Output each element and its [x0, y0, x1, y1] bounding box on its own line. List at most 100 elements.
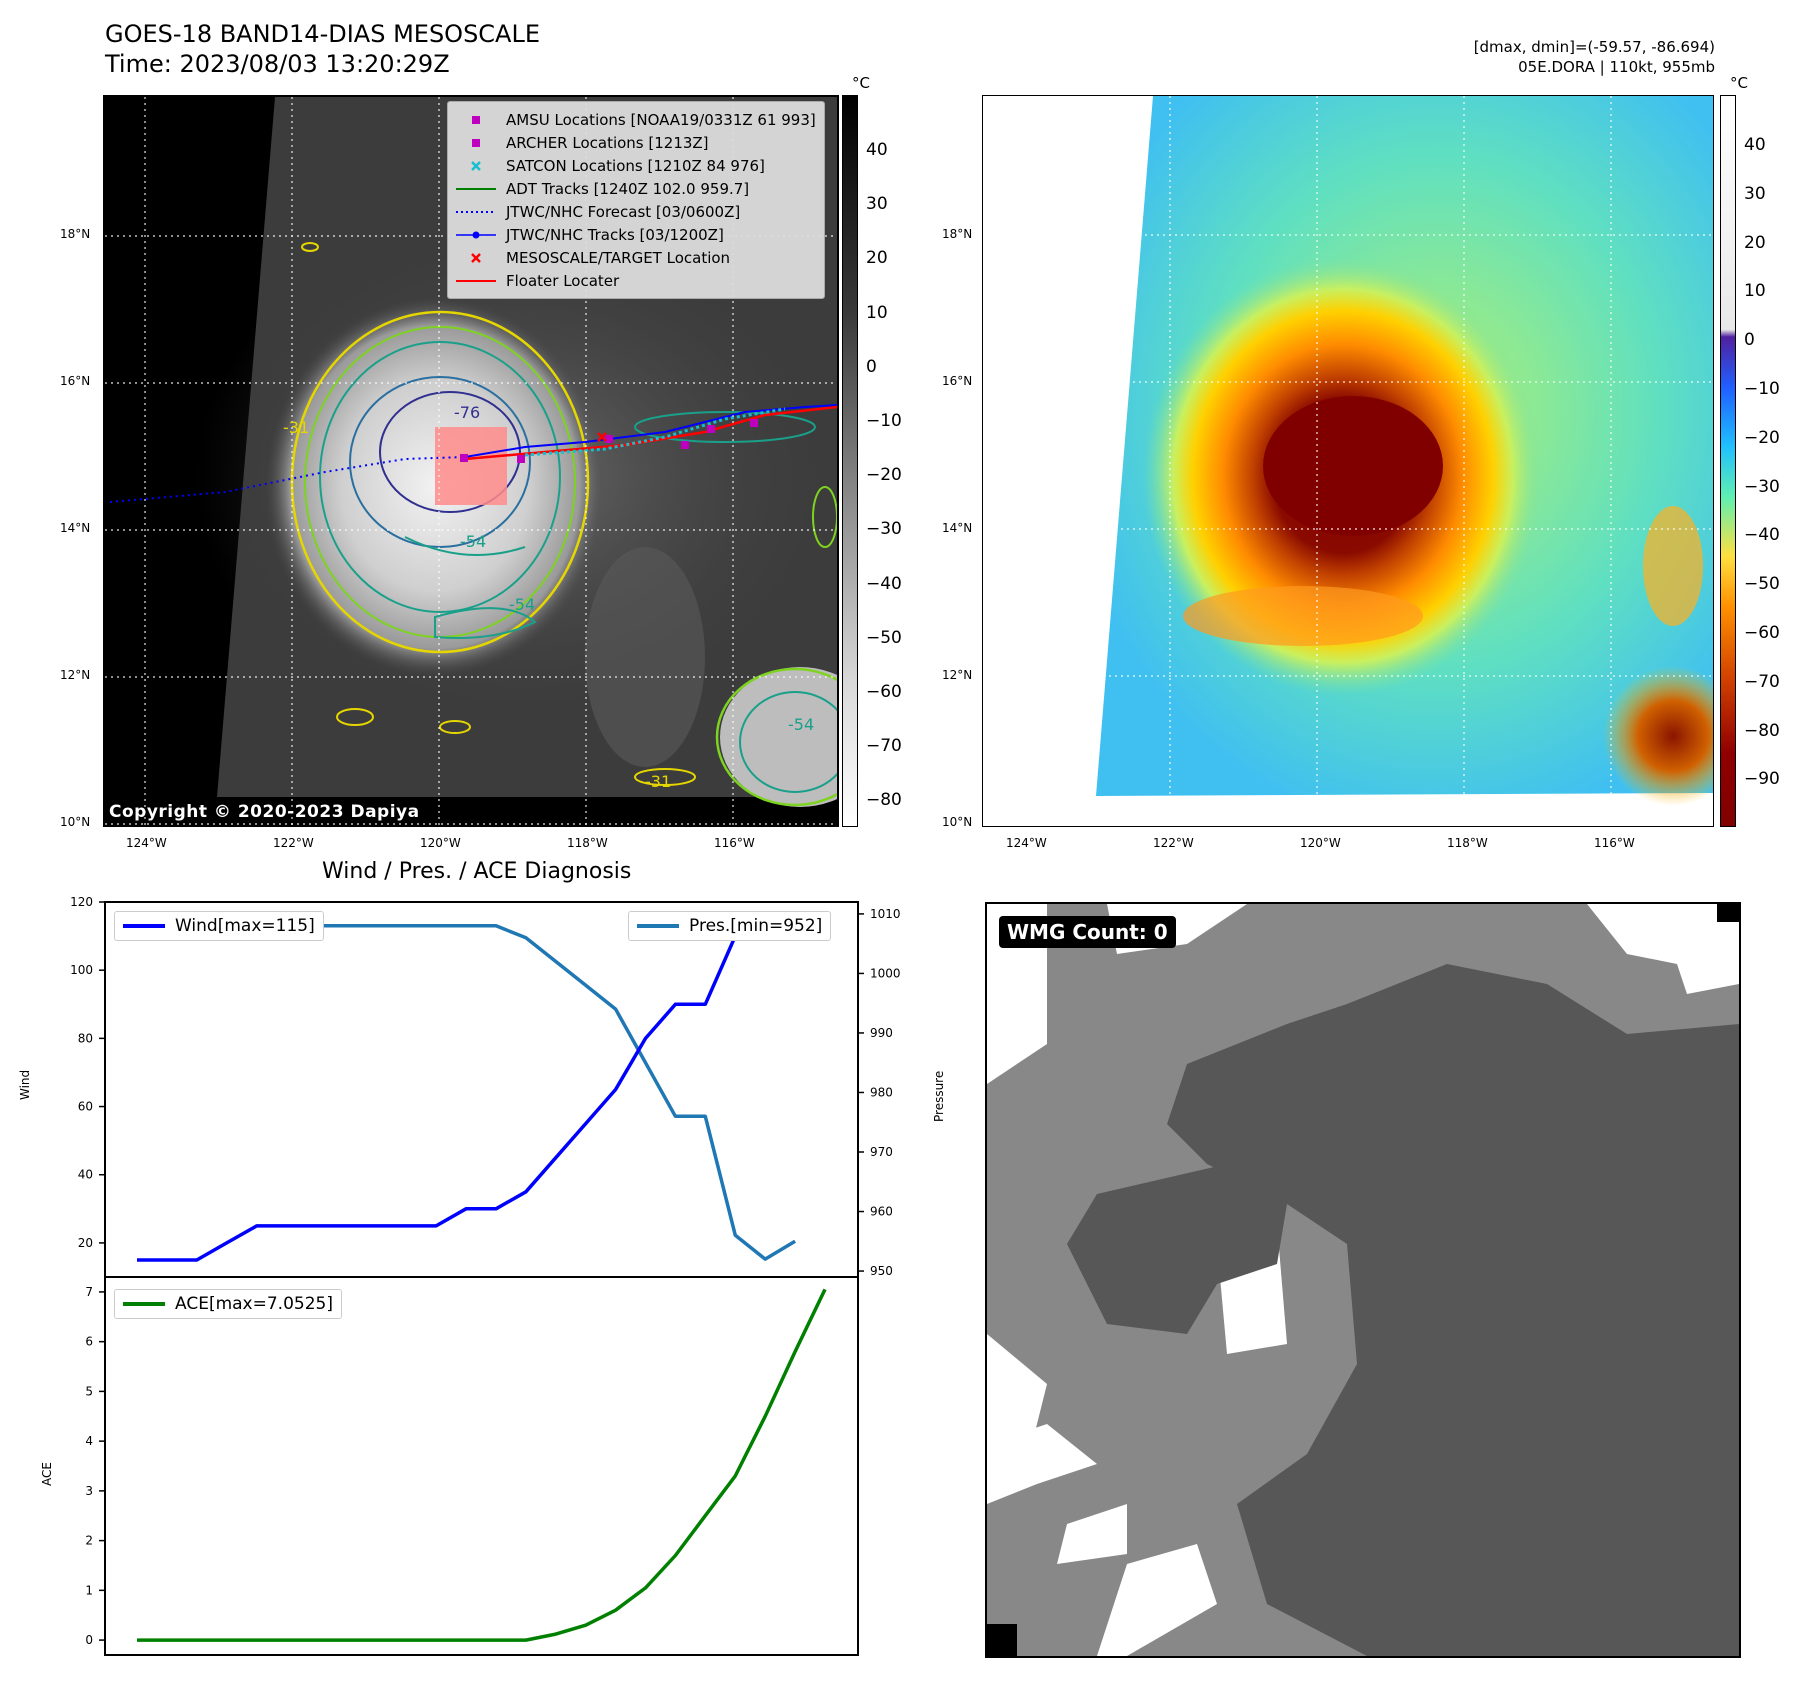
lat-tick: 14°N: [60, 521, 91, 535]
legend-symbol: [456, 251, 496, 265]
legend-item: ADT Tracks [1240Z 102.0 959.7]: [456, 177, 816, 200]
pressure-legend-swatch: [637, 924, 679, 928]
lat-tick: 18°N: [60, 227, 91, 241]
ace-tick-label: 6: [85, 1335, 93, 1349]
legend-item: ARCHER Locations [1213Z]: [456, 131, 816, 154]
color-ir-image: [983, 96, 1713, 826]
color-ir-map: [982, 95, 1714, 827]
colorbar-tick: 40: [866, 140, 888, 160]
colorbar-tick: −30: [866, 519, 902, 540]
legend-item: JTWC/NHC Forecast [03/0600Z]: [456, 200, 816, 223]
ace-tick-label: 4: [85, 1434, 93, 1448]
stats-line2: 05E.DORA | 110kt, 955mb: [1518, 58, 1715, 76]
pressure-tick-label: 1000: [870, 966, 900, 980]
colorbar-tick: −70: [1744, 671, 1780, 692]
legend-item: MESOSCALE/TARGET Location: [456, 246, 816, 269]
contour-label: -54: [460, 532, 487, 551]
gray-colorbar-unit: °C: [852, 74, 870, 92]
map-legend: AMSU Locations [NOAA19/0331Z 61 993] ARCH…: [447, 101, 825, 299]
colorbar-tick: −80: [1744, 720, 1780, 741]
colorbar-tick: 20: [1744, 232, 1766, 253]
colorbar-tick: 20: [866, 248, 888, 269]
contour-label: -31: [645, 772, 672, 791]
legend-symbol: [456, 274, 496, 288]
figure-title-line2: Time: 2023/08/03 13:20:29Z: [105, 50, 450, 78]
wind-legend-swatch: [123, 924, 165, 928]
colorbar-tick: 30: [866, 194, 888, 215]
lat-tick: 10°N: [942, 815, 973, 829]
ace-axis-label: ACE: [40, 1462, 54, 1486]
lon-tick: 118°W: [1447, 836, 1488, 850]
legend-label: MESOSCALE/TARGET Location: [506, 248, 731, 267]
colorbar-tick: −50: [1744, 574, 1780, 595]
colorbar-tick: −10: [866, 411, 902, 431]
lon-tick: 116°W: [714, 836, 755, 850]
wind-legend: Wind[max=115]: [114, 911, 324, 941]
legend-item: JTWC/NHC Tracks [03/1200Z]: [456, 223, 816, 246]
wind-axis-label: Wind: [18, 1069, 32, 1100]
pressure-tick-label: 980: [870, 1085, 893, 1099]
legend-label: JTWC/NHC Forecast [03/0600Z]: [506, 202, 741, 221]
legend-item: AMSU Locations [NOAA19/0331Z 61 993]: [456, 108, 816, 131]
colorbar-tick: −60: [1744, 623, 1780, 643]
wmg-panel: WMG Count: 0: [985, 902, 1741, 1658]
colorbar-tick: 0: [866, 356, 877, 377]
contour-label: -54: [509, 595, 536, 614]
lat-tick: 16°N: [942, 374, 973, 388]
wind-tick-label: 100: [70, 963, 93, 977]
ace-tick-label: 1: [85, 1583, 93, 1597]
lat-tick: 10°N: [60, 815, 91, 829]
wind-tick-label: 20: [78, 1236, 93, 1250]
colorbar-tick: 10: [1744, 281, 1766, 302]
pressure-legend-label: Pres.[min=952]: [689, 916, 823, 936]
colorbar-tick: 40: [1744, 135, 1766, 155]
wmg-count-badge: WMG Count: 0: [999, 916, 1176, 948]
colorbar-tick: −20: [866, 465, 902, 486]
pressure-tick-label: 950: [870, 1264, 893, 1278]
colorbar-tick: −60: [866, 682, 902, 702]
ace-series-line: [137, 1288, 827, 1642]
lon-tick: 120°W: [1300, 836, 1341, 850]
diagnosis-title: Wind / Pres. / ACE Diagnosis: [322, 859, 632, 884]
colorbar-tick: −20: [1744, 427, 1780, 448]
legend-symbol: [456, 136, 496, 150]
legend-label: ARCHER Locations [1213Z]: [506, 133, 709, 152]
ace-tick-label: 3: [85, 1484, 93, 1498]
legend-label: ADT Tracks [1240Z 102.0 959.7]: [506, 179, 750, 198]
wind-pressure-frame: [104, 901, 859, 1278]
wind-tick-label: 60: [78, 1100, 93, 1114]
stats-line1: [dmax, dmin]=(-59.57, -86.694): [1473, 38, 1715, 56]
wind-legend-label: Wind[max=115]: [175, 916, 315, 936]
color-colorbar-unit: °C: [1730, 74, 1748, 92]
colorbar-tick: −10: [1744, 379, 1780, 399]
colorbar-tick: 10: [866, 302, 888, 323]
legend-symbol: [456, 113, 496, 127]
pressure-legend: Pres.[min=952]: [628, 911, 832, 941]
colorbar-tick: −50: [866, 627, 902, 648]
pressure-tick-label: 960: [870, 1205, 893, 1219]
legend-symbol: [456, 182, 496, 196]
colorbar-tick: 0: [1744, 330, 1755, 351]
pressure-tick-label: 990: [870, 1026, 893, 1040]
wind-tick-label: 120: [70, 895, 93, 909]
pressure-tick-label: 1010: [870, 907, 900, 921]
lon-tick: 124°W: [1006, 836, 1047, 850]
ace-legend-swatch: [123, 1302, 165, 1306]
figure-title-line1: GOES-18 BAND14-DIAS MESOSCALE: [105, 20, 541, 48]
wind-tick-label: 40: [78, 1168, 93, 1182]
lat-tick: 12°N: [942, 668, 973, 682]
legend-symbol: [456, 159, 496, 173]
contour-label: -76: [454, 403, 481, 422]
grayscale-ir-map: -76 -54 -54 -31 -54 -31 Copyright © 2020…: [103, 95, 839, 827]
legend-symbol: [456, 228, 496, 242]
ace-tick-label: 0: [85, 1633, 93, 1647]
colorbar-tick: −30: [1744, 476, 1780, 497]
colorbar-tick: −70: [866, 736, 902, 757]
copyright-text: Copyright © 2020-2023 Dapiya: [109, 802, 420, 822]
wind-series-line: [137, 917, 796, 1262]
ace-tick-label: 7: [85, 1285, 93, 1299]
legend-label: JTWC/NHC Tracks [03/1200Z]: [506, 225, 724, 244]
pressure-tick-label: 970: [870, 1145, 893, 1159]
legend-label: SATCON Locations [1210Z 84 976]: [506, 156, 765, 175]
legend-item: SATCON Locations [1210Z 84 976]: [456, 154, 816, 177]
